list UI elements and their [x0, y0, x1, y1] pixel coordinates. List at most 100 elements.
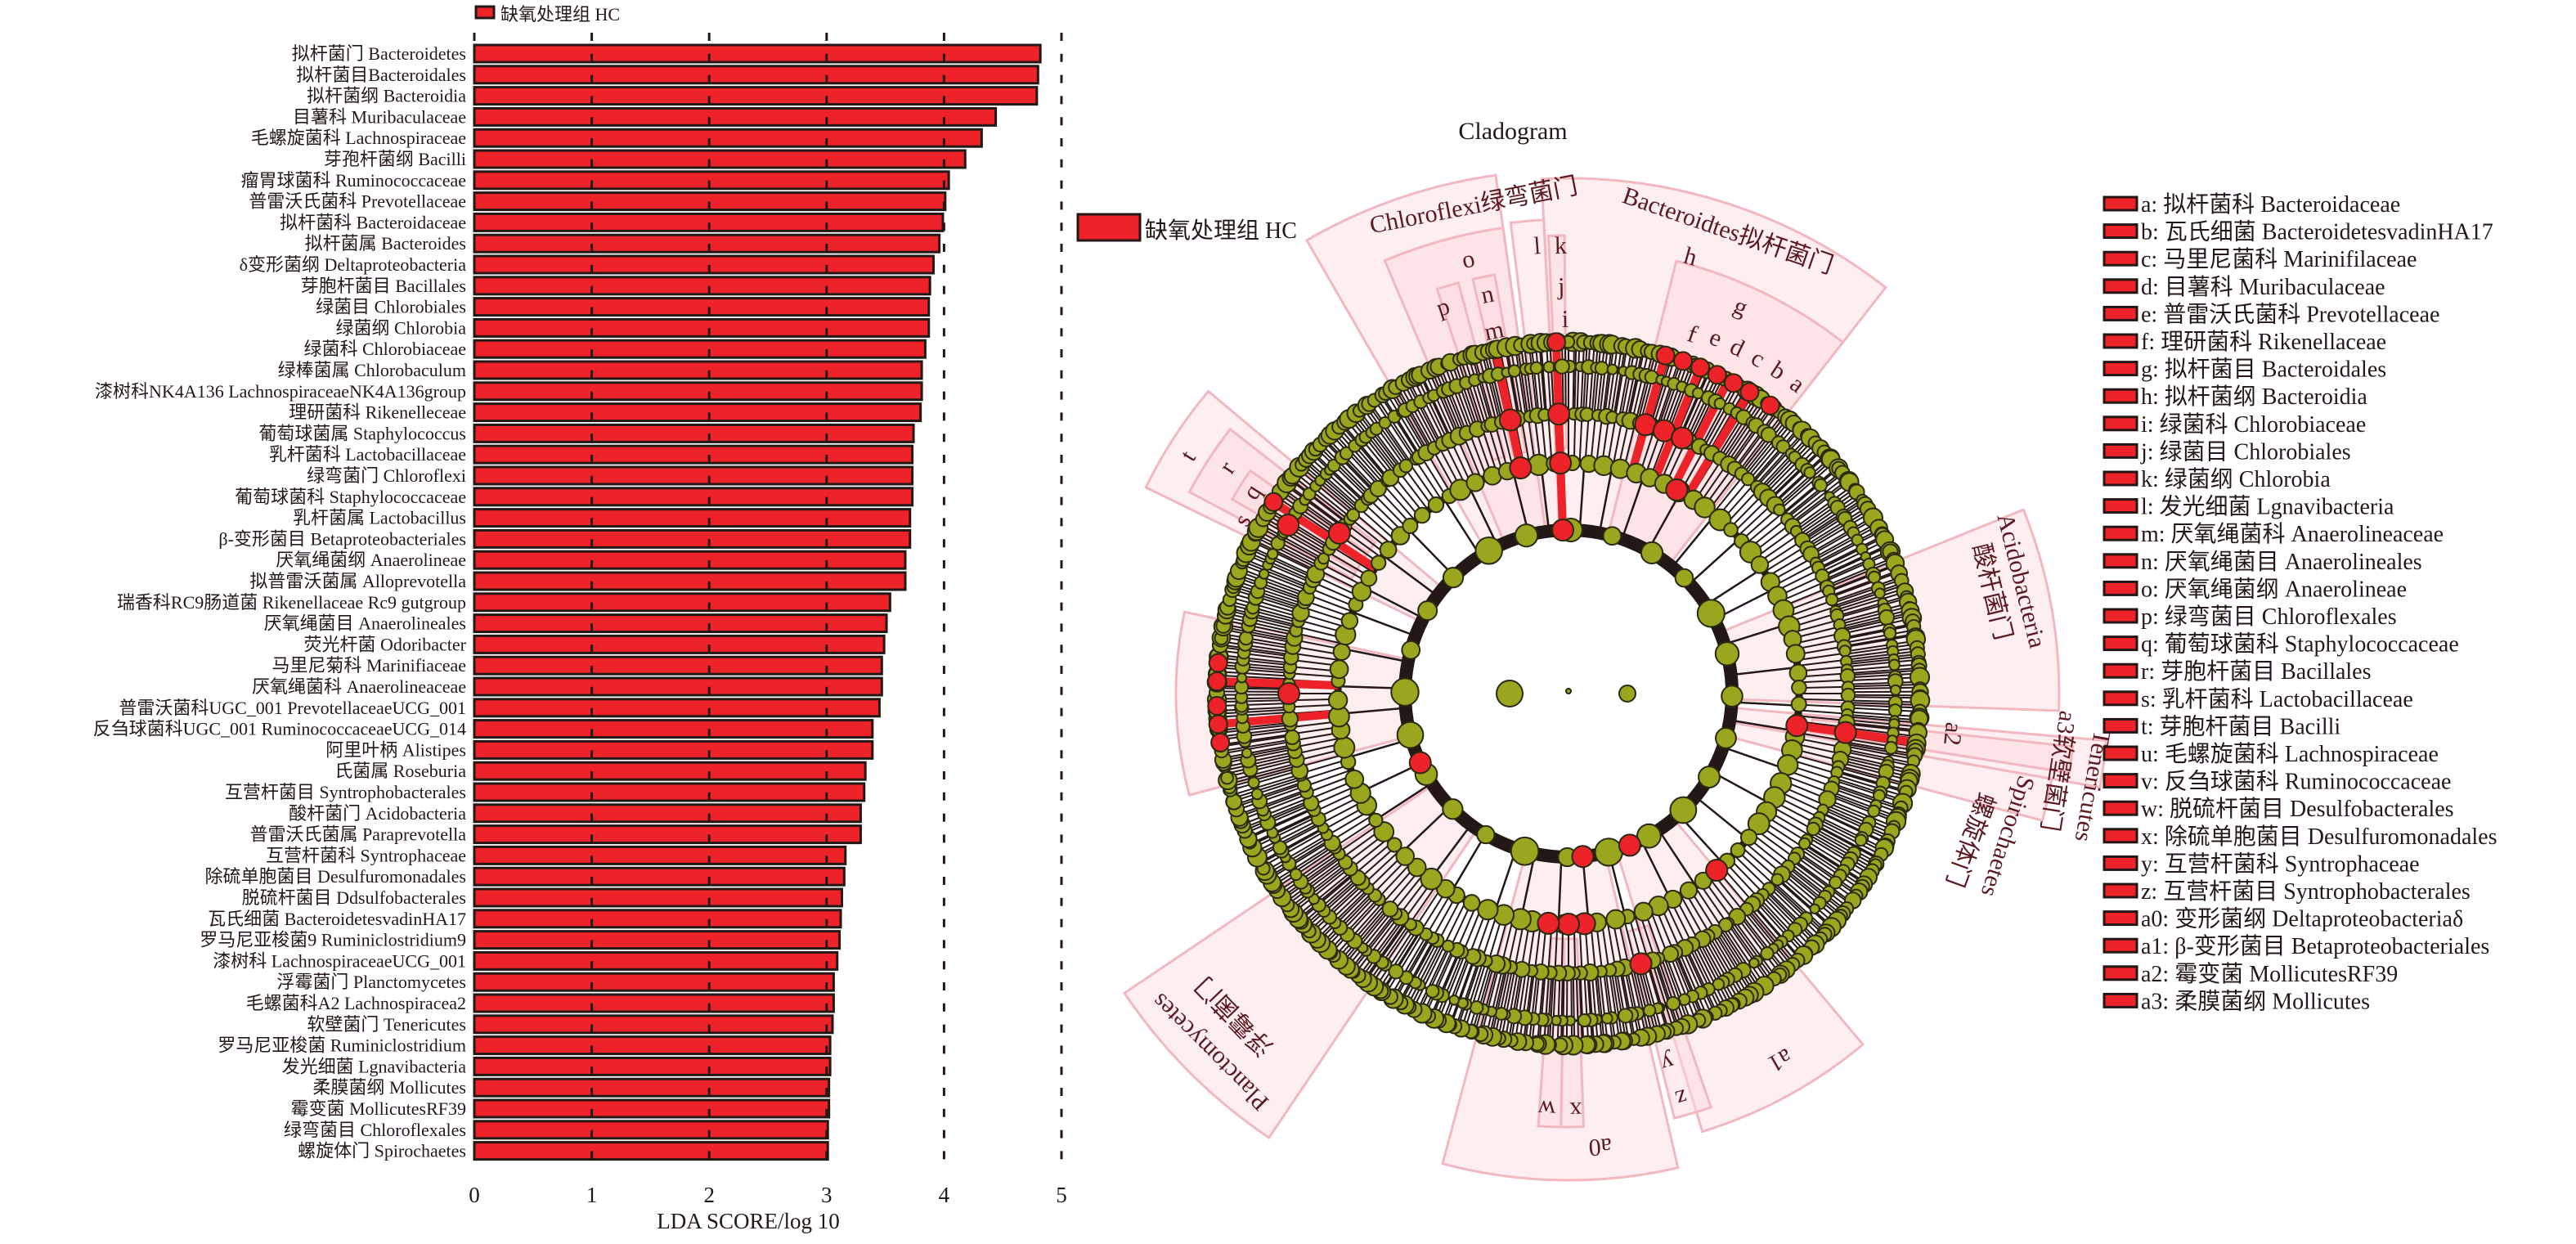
branch	[1561, 342, 1564, 415]
branch	[1570, 972, 1573, 1045]
clade-label: n	[1479, 281, 1496, 309]
branch	[1839, 605, 1910, 626]
branch	[1847, 663, 1919, 671]
branch	[1833, 783, 1902, 808]
category-label: 拟杆菌纲 Bacteroidia	[307, 86, 466, 106]
branch	[1768, 448, 1822, 500]
branch	[1549, 342, 1555, 415]
category-label: 霉变菌 MollicutesRF39	[290, 1098, 466, 1119]
category-label: 马里尼菊科 Marinifiaceae	[272, 655, 466, 676]
branch	[1631, 351, 1649, 422]
branch	[1416, 375, 1449, 442]
key-label: q: 葡萄球菌科 Staphylococcaceae	[2141, 631, 2459, 658]
category-label: 漆树科NK4A136 LachnospiraceaeNK4A136group	[95, 381, 466, 402]
node	[1854, 833, 1868, 847]
branch	[1835, 587, 1905, 611]
branch	[1358, 507, 1397, 541]
branch	[1384, 932, 1425, 995]
branch	[1738, 414, 1784, 473]
branch	[1586, 972, 1594, 1045]
branch	[1470, 355, 1493, 425]
branch	[1434, 367, 1463, 436]
branch	[1779, 461, 1835, 511]
branch	[1398, 938, 1435, 1003]
branch	[1241, 564, 1309, 592]
branch	[1419, 374, 1452, 441]
node	[1250, 788, 1263, 801]
branch	[1523, 344, 1534, 416]
branch	[1217, 708, 1290, 715]
branch	[1389, 934, 1428, 998]
category-label: 瘤胃球菌科 Ruminococcaceae	[240, 170, 466, 191]
branch	[1218, 721, 1290, 731]
branch	[1793, 742, 1842, 755]
branch	[1754, 431, 1804, 487]
node	[1606, 363, 1618, 375]
branch	[1800, 848, 1861, 891]
node	[1679, 881, 1699, 900]
enriched-branch	[1209, 676, 1339, 690]
branch	[1847, 711, 1920, 718]
node	[1803, 466, 1816, 479]
x-tick-label: 4	[939, 1183, 950, 1207]
branch	[1717, 395, 1757, 458]
legend-label: 缺氧处理组 HC	[500, 4, 620, 25]
branch	[1583, 972, 1590, 1045]
key-label: p: 绿弯菌目 Chloroflexales	[2141, 604, 2397, 630]
branch	[1239, 568, 1308, 595]
branch	[1657, 360, 1682, 429]
clade-label: j	[1557, 273, 1565, 300]
enriched-branch	[1796, 721, 1926, 748]
key-swatch	[2103, 250, 2138, 267]
branch	[1846, 726, 1918, 738]
branch	[1363, 586, 1425, 620]
branch	[1623, 348, 1640, 420]
branch	[1682, 372, 1714, 439]
enriched-node	[1707, 365, 1727, 385]
key-label: e: 普雷沃氏菌科 Prevotellaceae	[2141, 301, 2439, 327]
branch	[1700, 939, 1737, 1004]
branch	[1317, 445, 1371, 498]
branch	[1847, 721, 1919, 731]
branch	[1764, 442, 1816, 496]
branch	[1775, 457, 1831, 507]
branch	[1392, 936, 1430, 999]
bar	[473, 317, 931, 338]
branch	[1782, 467, 1839, 515]
enriched-node	[1277, 513, 1300, 537]
branch	[1728, 405, 1772, 465]
branch	[1802, 501, 1864, 542]
branch	[1752, 428, 1802, 484]
branch	[1393, 474, 1425, 514]
branch	[1797, 658, 1847, 667]
branch	[1218, 663, 1290, 671]
branch	[1438, 953, 1466, 1021]
key-label: s: 乳杆菌科 Lactobacillaceae	[2141, 686, 2413, 712]
bar	[473, 698, 881, 718]
branch	[1824, 551, 1892, 582]
key-swatch	[2103, 910, 2138, 927]
branch	[1510, 969, 1524, 1041]
node	[1600, 1012, 1613, 1025]
branch	[1330, 545, 1373, 573]
branch	[1342, 647, 1409, 663]
branch	[1756, 433, 1806, 487]
branch	[1713, 932, 1752, 995]
branch	[1837, 770, 1907, 792]
node	[1825, 593, 1839, 607]
branch	[1282, 856, 1343, 900]
branch	[1774, 882, 1829, 932]
bar	[473, 508, 912, 528]
branch	[1779, 875, 1836, 924]
branch	[1338, 707, 1406, 716]
branch	[1219, 726, 1291, 738]
branch	[1281, 490, 1341, 533]
branch	[1252, 538, 1318, 573]
branch	[1629, 966, 1647, 1037]
branch	[1357, 411, 1402, 471]
branch	[1226, 756, 1297, 775]
branch	[1232, 588, 1302, 612]
node	[1396, 721, 1425, 749]
branch	[1816, 820, 1882, 856]
branch	[1798, 679, 1848, 684]
